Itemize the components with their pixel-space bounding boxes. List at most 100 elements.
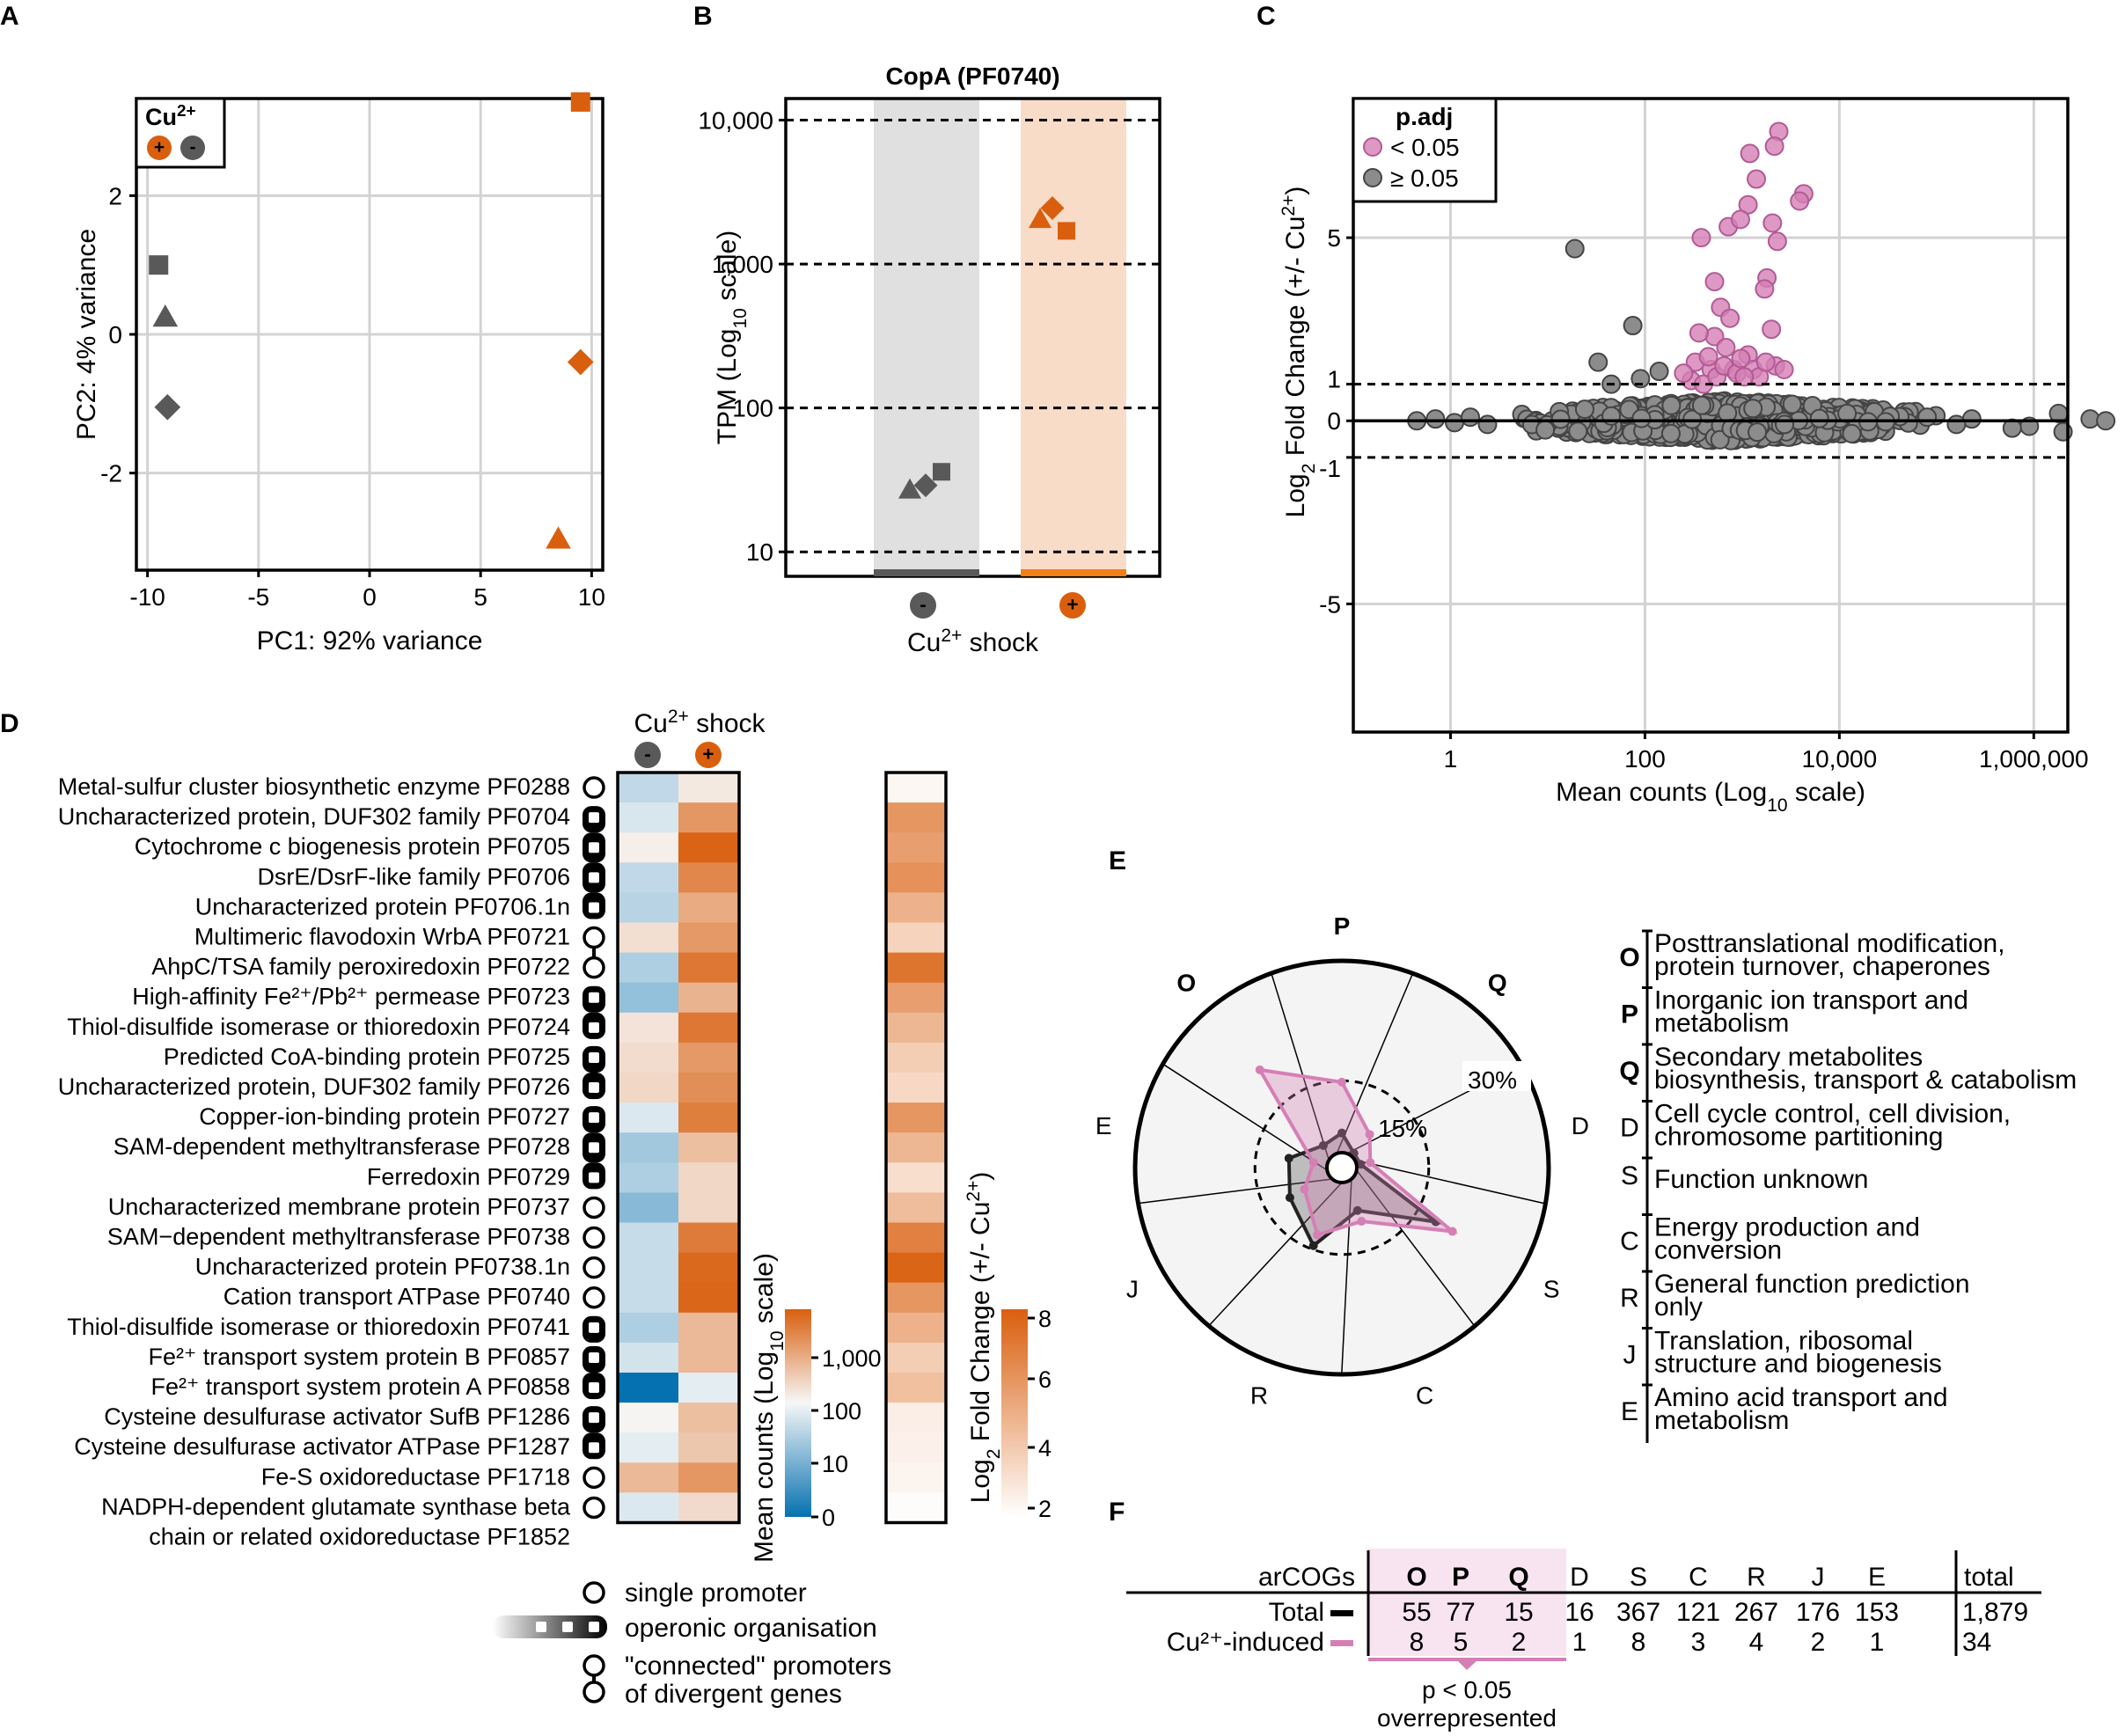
operon-gene-icon bbox=[589, 992, 599, 1003]
series-total-vertex bbox=[1352, 1205, 1362, 1215]
table-cell: 1 bbox=[1870, 1628, 1885, 1657]
x-tick-label: -10 bbox=[129, 583, 165, 611]
heatmap-cell-plus bbox=[678, 1462, 739, 1493]
legend-text: Energy production and bbox=[1654, 1213, 1920, 1242]
pca-point bbox=[149, 255, 169, 275]
pca-point bbox=[546, 526, 571, 549]
series-cu-induced-vertex bbox=[1313, 1230, 1323, 1240]
tpm-point bbox=[1058, 222, 1075, 240]
ma-point-significant bbox=[1774, 359, 1794, 379]
legend-code: P bbox=[1621, 1000, 1638, 1029]
heatmap-cell-minus bbox=[618, 1162, 678, 1193]
operon-gene-icon bbox=[589, 1112, 599, 1124]
gene-label: Cysteine desulfurase activator SufB PF12… bbox=[104, 1403, 570, 1430]
legend-connected-label: of divergent genes bbox=[625, 1680, 842, 1709]
series-cu-induced-vertex bbox=[1308, 1158, 1318, 1168]
series-cu-induced-vertex bbox=[1357, 1217, 1367, 1227]
gene-label: Uncharacterized protein PF0738.1n bbox=[195, 1254, 570, 1280]
series-cu-induced-vertex bbox=[1300, 1184, 1309, 1194]
heatmap-cell-plus bbox=[678, 922, 739, 954]
gene-label: Metal-sulfur cluster biosynthetic enzyme… bbox=[58, 773, 570, 800]
ring-label-30: 30% bbox=[1468, 1066, 1517, 1094]
heatmap-cell-minus bbox=[618, 802, 678, 833]
lfc-cell bbox=[886, 952, 946, 984]
tpm-point bbox=[1040, 195, 1065, 220]
heatmap-cell-plus bbox=[678, 1403, 739, 1433]
table-cell: 8 bbox=[1410, 1628, 1425, 1657]
legend-text: General function prediction bbox=[1654, 1270, 1970, 1299]
lfc-cell bbox=[886, 982, 946, 1014]
radar-spoke bbox=[1354, 1159, 1546, 1205]
legend-text: only bbox=[1654, 1293, 1703, 1322]
table-row-key bbox=[1330, 1610, 1353, 1616]
ma-point-significant bbox=[1755, 352, 1776, 372]
table-header-cell: R bbox=[1747, 1563, 1766, 1592]
ma-point-significant bbox=[1762, 319, 1782, 340]
heatmap-cell-minus bbox=[618, 1042, 678, 1073]
gene-label: Uncharacterized protein, DUF302 family P… bbox=[58, 803, 570, 830]
table-cell: 2 bbox=[1811, 1628, 1826, 1657]
y-tick-label: -5 bbox=[1319, 590, 1341, 618]
colorbar-tick-label: 8 bbox=[1038, 1306, 1052, 1332]
legend: p.adj < 0.05 ≥ 0.05 bbox=[1352, 97, 1498, 203]
ma-point-nonsignificant bbox=[1477, 414, 1498, 435]
panel-label-d: D bbox=[0, 709, 19, 738]
pca-point bbox=[152, 304, 179, 327]
series-total-vertex bbox=[1285, 1193, 1294, 1203]
heatmap-cell-minus bbox=[618, 1282, 678, 1314]
table-cell: 121 bbox=[1676, 1598, 1720, 1627]
ma-point-nonsignificant bbox=[1568, 421, 1588, 442]
y-axis-title: TPM (Log10 scale) bbox=[713, 231, 751, 444]
plot-frame bbox=[1352, 97, 2070, 734]
badge-circle bbox=[634, 742, 661, 768]
table-header-cell: E bbox=[1868, 1563, 1886, 1592]
radar-center bbox=[1325, 1151, 1359, 1184]
colorbar-tick-label: 100 bbox=[822, 1398, 861, 1425]
lfc-cell bbox=[886, 1282, 946, 1314]
heatmap-cell-minus bbox=[618, 773, 678, 803]
lfc-colorbar-title: Log2 Fold Change (+/- Cu2+) bbox=[964, 1172, 1004, 1504]
legend-label-nonsignificant: ≥ 0.05 bbox=[1390, 165, 1459, 192]
badge-sign: - bbox=[190, 137, 196, 157]
connected-promoter-icon bbox=[583, 956, 605, 979]
legend-title: Cu2+ bbox=[145, 102, 196, 131]
heatmap-cell-plus bbox=[678, 1432, 739, 1463]
table-row-label: Total bbox=[1269, 1598, 1324, 1627]
heatmap-cell-plus bbox=[678, 1312, 739, 1344]
legend-minus: - bbox=[180, 136, 205, 160]
chart-title: CopA (PF0740) bbox=[885, 62, 1059, 90]
ma-point-significant bbox=[1790, 191, 1810, 211]
table-header-cell: O bbox=[1406, 1563, 1426, 1592]
y-tick-label: 5 bbox=[1327, 224, 1341, 252]
pca-point bbox=[570, 92, 590, 112]
ma-point-significant bbox=[1734, 367, 1755, 387]
heatmap-cell-minus bbox=[618, 982, 678, 1014]
legend-operon-gene bbox=[562, 1622, 573, 1632]
operon-gene-icon bbox=[589, 1412, 599, 1424]
series-cu-induced-vertex bbox=[1366, 1158, 1375, 1168]
heatmap-cell-plus bbox=[678, 1252, 739, 1284]
gene-label: Predicted CoA-binding protein PF0725 bbox=[164, 1044, 570, 1070]
badge-circle bbox=[1059, 592, 1086, 619]
badge-sign: + bbox=[1066, 593, 1078, 615]
series-total-vertex bbox=[1308, 1241, 1318, 1250]
heatmap-cell-minus bbox=[618, 1102, 678, 1133]
ma-point-significant bbox=[1674, 363, 1694, 384]
y-tick-label: -1 bbox=[1319, 455, 1341, 482]
ma-point-nonsignificant bbox=[1660, 423, 1681, 443]
ma-point-significant bbox=[1755, 279, 1775, 299]
lfc-cell bbox=[886, 1492, 946, 1523]
table-cell: 15 bbox=[1504, 1598, 1533, 1627]
badge-sign: - bbox=[920, 593, 927, 615]
heatmap-cell-minus bbox=[618, 1492, 678, 1523]
heatmap-cell-plus bbox=[678, 1162, 739, 1193]
table-header-cell: arCOGs bbox=[1258, 1563, 1355, 1592]
gene-label: Uncharacterized protein, DUF302 family P… bbox=[58, 1073, 570, 1100]
table-header-cell: D bbox=[1570, 1563, 1589, 1592]
ma-point-nonsignificant bbox=[1691, 395, 1711, 415]
radar-axis-label: P bbox=[1334, 912, 1351, 940]
single-promoter-icon bbox=[583, 1466, 605, 1490]
table-cell: 34 bbox=[1962, 1628, 1991, 1657]
